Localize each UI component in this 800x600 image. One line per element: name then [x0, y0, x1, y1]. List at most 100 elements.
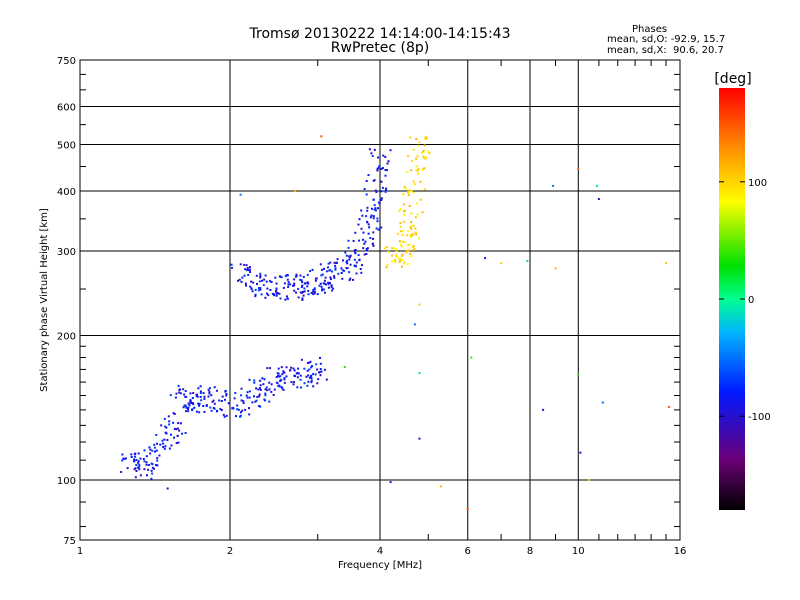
echo-point — [597, 198, 600, 200]
echo-point — [349, 277, 352, 280]
echo-point — [410, 190, 413, 192]
echo-point — [294, 275, 297, 278]
echo-point — [355, 272, 358, 275]
echo-point — [375, 227, 378, 230]
echo-points — [120, 135, 670, 511]
echo-point — [330, 286, 333, 289]
echo-point — [244, 408, 247, 411]
echo-point — [295, 273, 298, 276]
echo-point — [418, 372, 421, 375]
echo-point — [203, 395, 206, 398]
echo-point — [209, 406, 212, 409]
echo-point — [133, 468, 136, 471]
echo-point — [306, 281, 309, 284]
echo-point — [407, 243, 410, 246]
stats-ordinary: mean, sd,O: -92.9, 15.7 — [607, 34, 726, 45]
echo-point — [264, 296, 267, 299]
echo-point — [395, 249, 398, 252]
echo-point — [484, 257, 487, 260]
echo-point — [310, 366, 313, 369]
echo-point — [324, 291, 326, 294]
echo-point — [197, 387, 200, 390]
echo-point — [307, 374, 310, 377]
echo-point — [252, 281, 255, 284]
echo-point — [319, 282, 322, 285]
echo-point — [395, 255, 398, 258]
echo-point — [205, 405, 208, 407]
echo-point — [292, 284, 294, 287]
echo-point — [386, 263, 389, 266]
echo-point — [300, 386, 302, 389]
echo-point — [386, 162, 389, 165]
echo-point — [159, 443, 162, 446]
echo-point — [179, 392, 182, 395]
echo-point — [259, 387, 261, 390]
echo-point — [312, 289, 315, 291]
echo-point — [156, 442, 158, 445]
echo-point — [198, 402, 201, 405]
echo-point — [130, 456, 133, 458]
echo-point — [329, 278, 332, 281]
echo-point — [255, 387, 258, 390]
echo-point — [283, 378, 286, 381]
echo-point — [120, 471, 123, 473]
echo-point — [258, 280, 261, 283]
echo-point — [279, 297, 282, 300]
echo-point — [292, 381, 295, 383]
echo-point — [143, 468, 146, 471]
echo-point — [149, 448, 152, 451]
echo-point — [236, 404, 239, 407]
echo-point — [241, 409, 244, 412]
echo-point — [278, 292, 281, 295]
echo-point — [202, 405, 205, 407]
echo-point — [412, 232, 415, 235]
echo-point — [187, 406, 190, 409]
echo-point — [361, 214, 364, 217]
echo-point — [178, 429, 181, 432]
echo-point — [358, 218, 361, 221]
echo-point — [334, 267, 337, 270]
echo-point — [381, 167, 384, 169]
x-tick-label: 6 — [465, 546, 471, 557]
echo-point — [145, 455, 148, 458]
echo-point — [222, 413, 225, 416]
echo-point — [314, 373, 317, 376]
echo-point — [372, 215, 375, 218]
echo-point — [307, 282, 310, 285]
echo-point — [320, 370, 323, 373]
echo-point — [417, 168, 420, 171]
echo-point — [299, 378, 302, 381]
echo-point — [303, 287, 306, 290]
echo-point — [182, 388, 185, 391]
echo-point — [329, 261, 332, 264]
echo-point — [422, 155, 425, 158]
echo-point — [345, 261, 348, 264]
echo-point — [423, 144, 426, 147]
echo-point — [263, 378, 266, 381]
echo-point — [312, 290, 315, 293]
echo-point — [268, 400, 271, 403]
y-tick-label: 200 — [57, 332, 76, 343]
echo-point — [309, 360, 312, 363]
echo-point — [304, 282, 307, 285]
y-tick-label: 400 — [57, 187, 76, 198]
echo-point — [137, 460, 140, 463]
echo-point — [419, 198, 422, 201]
echo-point — [279, 375, 282, 378]
echo-point — [320, 274, 323, 277]
echo-point — [333, 276, 336, 279]
echo-point — [329, 282, 331, 284]
echo-point — [134, 455, 136, 458]
echo-point — [346, 262, 349, 265]
echo-point — [286, 295, 288, 298]
echo-point — [358, 239, 360, 242]
echo-point — [185, 406, 188, 409]
echo-point — [251, 290, 254, 293]
echo-point — [195, 393, 198, 396]
echo-point — [314, 279, 317, 282]
echo-point — [382, 154, 385, 157]
echo-point — [377, 207, 379, 210]
echo-point — [404, 241, 407, 244]
echo-point — [424, 138, 427, 140]
echo-point — [165, 432, 168, 435]
